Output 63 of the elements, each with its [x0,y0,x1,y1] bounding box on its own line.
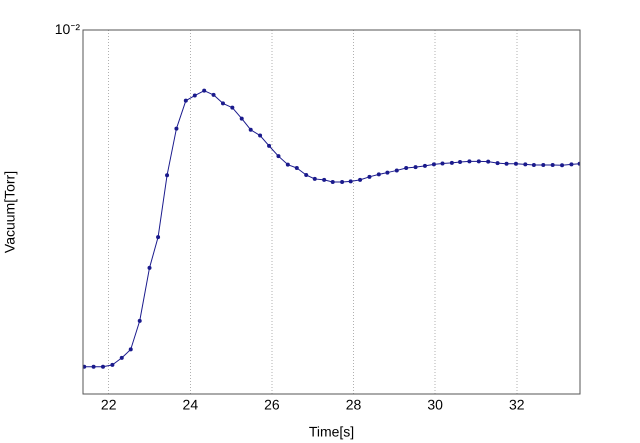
x-tick-label: 32 [508,396,525,412]
point [156,235,160,240]
x-axis-title: Time[s] [308,423,354,440]
point [128,347,133,352]
point [184,98,188,103]
point [422,164,427,168]
point [212,92,216,97]
point [467,159,472,164]
point [83,364,86,369]
point [504,162,509,166]
point [294,166,299,170]
point [394,168,399,172]
point [110,362,114,367]
point [148,266,152,270]
point [560,163,564,168]
x-tick-label: 30 [427,396,444,412]
x-tick-label: 28 [346,396,362,412]
point [220,101,225,106]
point [276,154,280,158]
point [330,180,335,184]
point [532,162,536,167]
point [174,126,178,131]
point [414,165,418,170]
point [550,162,555,167]
point [476,159,481,164]
point [458,160,462,164]
point [230,106,234,110]
point [486,160,490,164]
x-tick-label: 26 [264,396,280,412]
point [248,128,253,132]
point [514,162,518,166]
point [304,172,308,177]
point [376,172,381,176]
point [192,94,197,98]
x-tick-label: 24 [182,396,198,412]
point [286,162,290,167]
point [322,178,326,182]
point [523,162,528,166]
text: 10⁻² [54,20,80,37]
point [267,144,272,148]
y-axis-title: Vacuum[Torr] [1,170,18,254]
point [385,170,390,175]
x-tick-label: 22 [100,396,117,412]
point [100,364,105,369]
point [432,162,436,166]
point [312,176,317,181]
point [404,166,408,170]
point [569,162,574,166]
point [340,180,344,184]
point [165,173,170,178]
point [348,179,353,184]
point [450,160,454,165]
point [92,364,96,369]
point [367,174,372,179]
point [120,356,124,360]
point [541,162,546,167]
point [496,161,500,166]
point [358,178,362,182]
point [440,161,444,166]
point [202,88,206,93]
point [258,134,262,138]
point [138,318,142,323]
point [240,116,244,121]
